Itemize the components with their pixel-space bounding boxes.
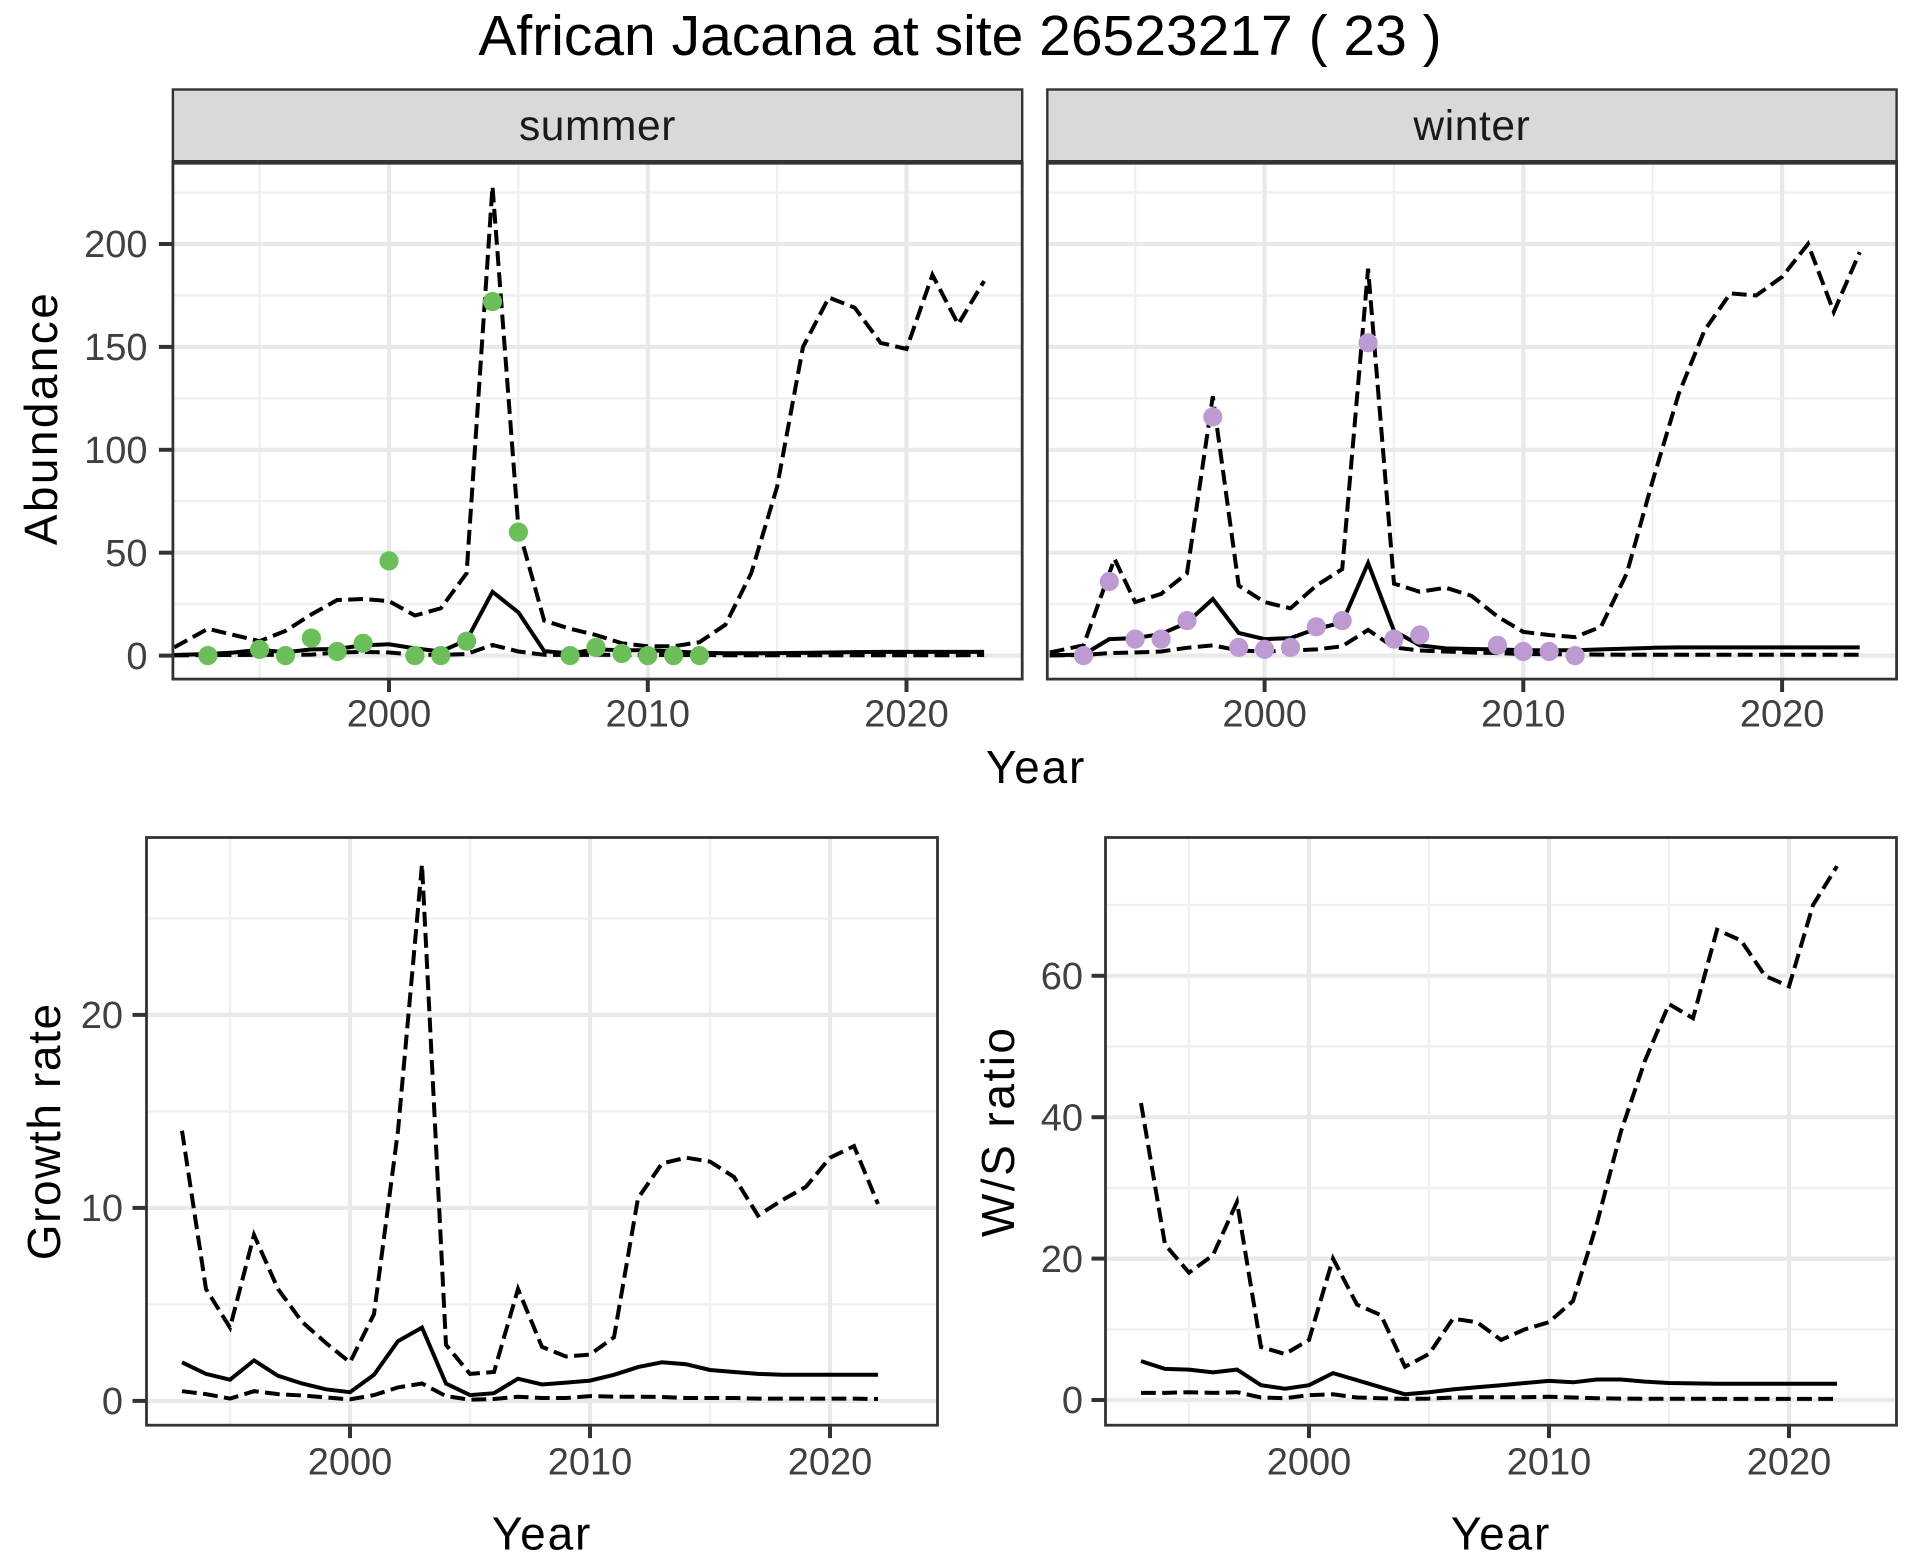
svg-text:20: 20: [81, 995, 123, 1037]
svg-text:2010: 2010: [1481, 694, 1566, 736]
svg-text:10: 10: [81, 1188, 123, 1230]
svg-text:2000: 2000: [1222, 694, 1307, 736]
svg-text:Year: Year: [492, 1508, 592, 1560]
svg-text:2020: 2020: [864, 694, 949, 736]
svg-text:Year: Year: [1451, 1508, 1551, 1560]
svg-text:W/S ratio: W/S ratio: [972, 1025, 1024, 1237]
svg-text:150: 150: [84, 327, 147, 369]
svg-text:African Jacana at site 2652321: African Jacana at site 26523217 ( 23 ): [478, 4, 1441, 68]
svg-text:60: 60: [1041, 956, 1083, 998]
svg-text:winter: winter: [1412, 103, 1530, 150]
svg-text:0: 0: [1062, 1380, 1083, 1422]
svg-text:2020: 2020: [1740, 694, 1825, 736]
svg-text:2020: 2020: [1747, 1442, 1832, 1484]
svg-text:Abundance: Abundance: [15, 291, 67, 545]
svg-text:summer: summer: [519, 103, 676, 150]
svg-text:2000: 2000: [347, 694, 432, 736]
svg-text:2010: 2010: [1507, 1442, 1592, 1484]
svg-text:Growth rate: Growth rate: [18, 1002, 70, 1260]
svg-text:Year: Year: [986, 741, 1086, 793]
svg-text:100: 100: [84, 430, 147, 472]
svg-text:2010: 2010: [606, 694, 691, 736]
svg-text:40: 40: [1041, 1097, 1083, 1139]
svg-text:0: 0: [102, 1381, 123, 1423]
svg-text:20: 20: [1041, 1239, 1083, 1281]
svg-text:200: 200: [84, 224, 147, 266]
svg-text:50: 50: [105, 533, 147, 575]
svg-text:2000: 2000: [1267, 1442, 1352, 1484]
svg-text:2010: 2010: [548, 1442, 633, 1484]
svg-text:0: 0: [126, 636, 147, 678]
svg-text:2000: 2000: [308, 1442, 393, 1484]
svg-text:2020: 2020: [788, 1442, 873, 1484]
